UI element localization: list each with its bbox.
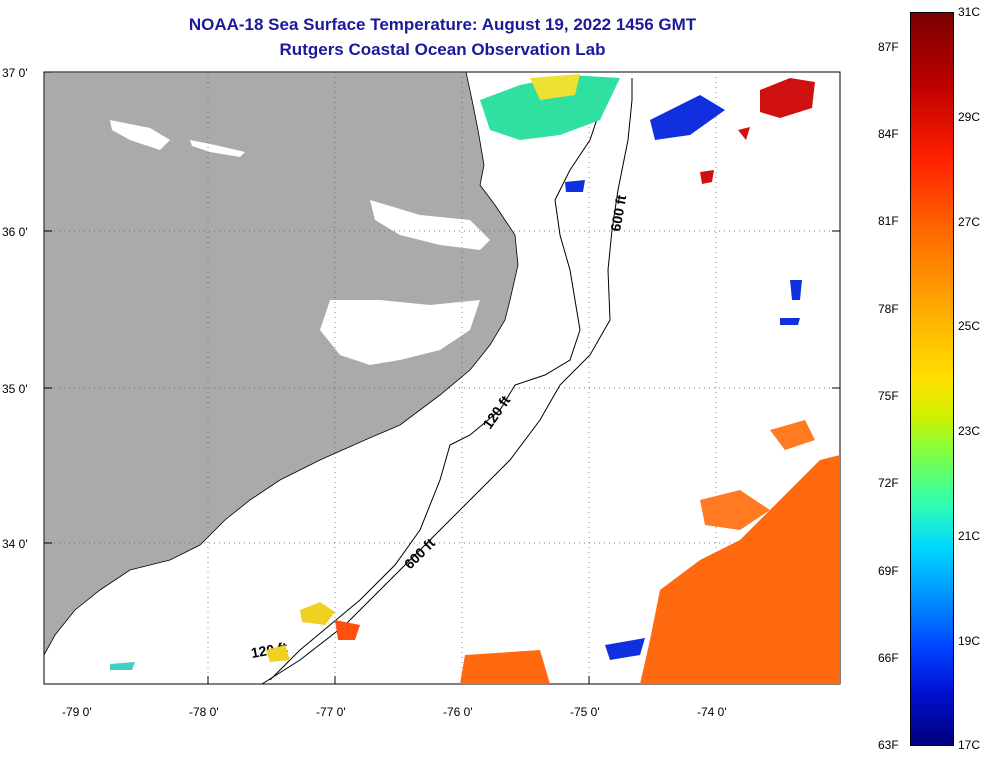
map-title: NOAA-18 Sea Surface Temperature: August …: [188, 15, 697, 34]
sst-mixed-north: [480, 75, 620, 140]
colorbar-label-81f: 81F: [878, 214, 899, 228]
lon-label-75: -75 0': [570, 705, 600, 719]
colorbar-label-27c: 27C: [958, 215, 981, 229]
sound-pamlico: [320, 300, 480, 365]
sst-south-small: [110, 602, 335, 670]
sst-warm-patches: [335, 420, 840, 684]
colorbar-label-84f: 84F: [878, 127, 899, 141]
lat-label-35: 35 0': [2, 382, 28, 396]
label-600ft-north: 600 ft: [607, 193, 629, 232]
temperature-colorbar: [910, 12, 954, 746]
lon-label-77: -77 0': [316, 705, 346, 719]
colorbar-label-29c: 29C: [958, 110, 981, 124]
colorbar-label-72f: 72F: [878, 476, 899, 490]
lon-label-79: -79 0': [62, 705, 92, 719]
sst-cool-patches: [565, 95, 802, 660]
isobath-600ft: [261, 78, 633, 685]
lat-label-34: 34 0': [2, 537, 28, 551]
colorbar-label-19c: 19C: [958, 634, 981, 648]
sst-hot-patches: [700, 78, 815, 184]
map-subtitle: Rutgers Coastal Ocean Observation Lab: [279, 40, 606, 59]
lat-label-36: 36 0': [2, 225, 28, 239]
inland-lake: [110, 120, 170, 150]
lon-label-74: -74 0': [697, 705, 727, 719]
sound-albemarle: [370, 200, 490, 250]
isobath-120ft: [269, 79, 611, 681]
lon-label-76: -76 0': [443, 705, 473, 719]
colorbar-label-87f: 87F: [878, 40, 899, 54]
colorbar-label-63f: 63F: [878, 738, 899, 752]
colorbar-label-78f: 78F: [878, 302, 899, 316]
inland-lake-2: [190, 140, 245, 157]
colorbar-label-75f: 75F: [878, 389, 899, 403]
colorbar-label-21c: 21C: [958, 529, 981, 543]
colorbar-label-66f: 66F: [878, 651, 899, 665]
lon-label-78: -78 0': [189, 705, 219, 719]
colorbar-label-25c: 25C: [958, 319, 981, 333]
colorbar-label-31c: 31C: [958, 5, 981, 19]
colorbar-label-23c: 23C: [958, 424, 981, 438]
lat-label-37: 37 0': [2, 66, 28, 80]
sst-yellow-north: [530, 74, 580, 100]
colorbar-label-69f: 69F: [878, 564, 899, 578]
colorbar-label-17c: 17C: [958, 738, 981, 752]
